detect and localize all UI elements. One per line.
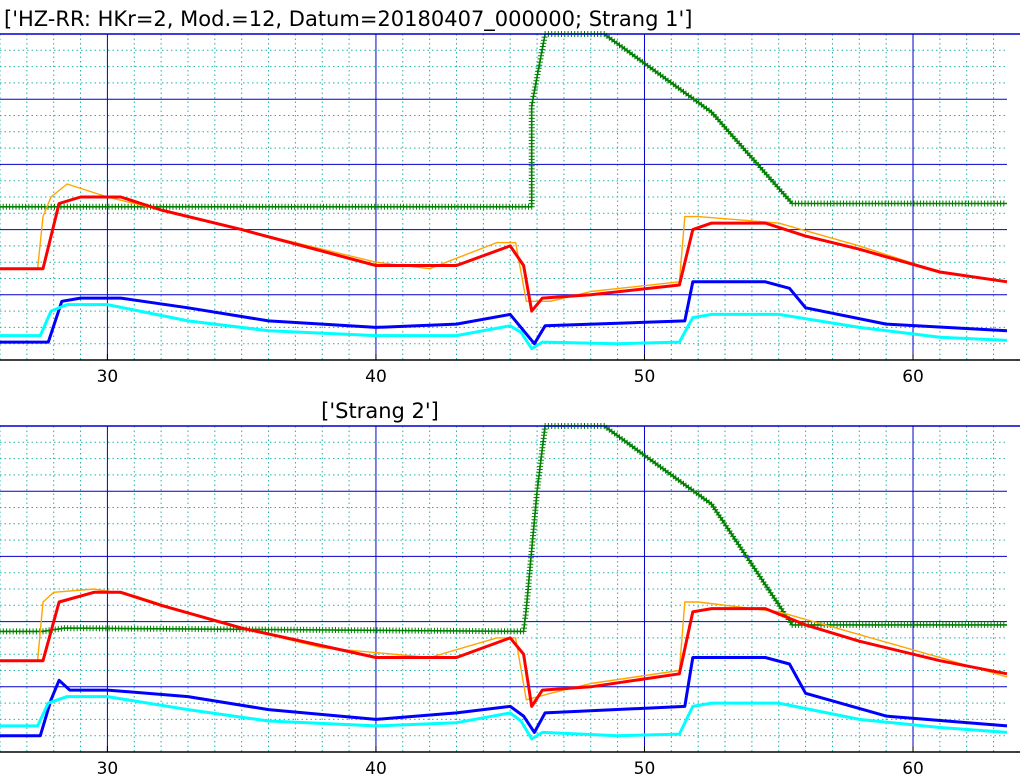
cyan-series bbox=[0, 695, 1008, 741]
chart-title-2: ['Strang 2'] bbox=[321, 399, 439, 423]
orange-series bbox=[0, 183, 1008, 302]
chart-title-1: ['HZ-RR: HKr=2, Mod.=12, Datum=20180407_… bbox=[4, 7, 692, 32]
subplot-strang-1: 30 40 50 60 bbox=[0, 31, 1020, 387]
x-tick-label: 60 bbox=[902, 367, 924, 387]
x-tick-label: 40 bbox=[365, 759, 387, 779]
red-series bbox=[0, 195, 1008, 313]
blue-series bbox=[0, 656, 1008, 738]
x-tick-label: 60 bbox=[902, 759, 924, 779]
cyan-series bbox=[0, 303, 1008, 351]
green-series-markers bbox=[0, 423, 1007, 635]
plus-markers bbox=[0, 423, 1007, 635]
x-tick-label: 30 bbox=[97, 759, 119, 779]
x-tick-label: 40 bbox=[365, 367, 387, 387]
green-series-markers bbox=[0, 31, 1007, 210]
blue-series bbox=[0, 280, 1008, 346]
subplot-strang-2: 30 40 50 60 bbox=[0, 423, 1020, 779]
plus-markers bbox=[0, 31, 1007, 210]
red-series bbox=[0, 590, 1008, 708]
x-tick-label: 50 bbox=[634, 759, 656, 779]
x-tick-label: 30 bbox=[97, 367, 119, 387]
x-tick-label: 50 bbox=[634, 367, 656, 387]
